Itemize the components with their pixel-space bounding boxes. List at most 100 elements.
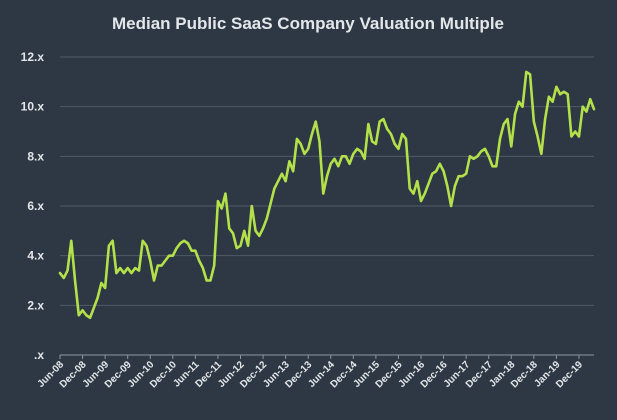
data-point (360, 150, 362, 152)
data-point (190, 250, 192, 252)
data-point (273, 187, 275, 189)
data-point (405, 138, 407, 140)
data-point (593, 108, 595, 110)
data-point (476, 155, 478, 157)
data-point (563, 91, 565, 93)
data-point (378, 120, 380, 122)
data-point (345, 155, 347, 157)
y-tick-label: 10.x (21, 100, 45, 114)
data-point (205, 279, 207, 281)
data-point (465, 173, 467, 175)
data-point (142, 240, 144, 242)
data-point (281, 173, 283, 175)
data-point (439, 163, 441, 165)
data-point (217, 200, 219, 202)
data-point (397, 148, 399, 150)
data-point (427, 182, 429, 184)
data-point (431, 173, 433, 175)
data-point (412, 192, 414, 194)
data-point (311, 133, 313, 135)
y-tick-label: 8.x (27, 149, 44, 163)
data-point (337, 165, 339, 167)
data-point (386, 128, 388, 130)
data-point (491, 165, 493, 167)
data-point (63, 277, 65, 279)
data-point (315, 120, 317, 122)
data-point (495, 165, 497, 167)
y-axis: .x 2.x 4.x 6.x 8.x 10.x 12.x (21, 50, 45, 362)
data-point (251, 205, 253, 207)
data-point (175, 247, 177, 249)
data-point (299, 143, 301, 145)
data-point (363, 158, 365, 160)
data-point (510, 145, 512, 147)
data-point (506, 118, 508, 120)
data-point (529, 73, 531, 75)
data-point (93, 307, 95, 309)
data-point (123, 272, 125, 274)
data-point (409, 187, 411, 189)
data-point (578, 135, 580, 137)
data-point (521, 105, 523, 107)
data-point (442, 170, 444, 172)
data-point (570, 135, 572, 137)
data-point (164, 259, 166, 261)
data-point (518, 101, 520, 103)
data-point (134, 267, 136, 269)
data-point (356, 148, 358, 150)
data-point (130, 272, 132, 274)
y-tick-label: 12.x (21, 50, 45, 64)
chart-title: Median Public SaaS Company Valuation Mul… (112, 14, 504, 33)
data-point (262, 227, 264, 229)
data-point (303, 153, 305, 155)
data-point (480, 150, 482, 152)
data-point (401, 133, 403, 135)
data-point (78, 314, 80, 316)
grid-layer (60, 56, 594, 356)
data-point (499, 138, 501, 140)
data-point (551, 101, 553, 103)
data-point (119, 267, 121, 269)
data-point (488, 155, 490, 157)
data-point (393, 143, 395, 145)
data-point (198, 259, 200, 261)
data-point (66, 269, 68, 271)
data-point (74, 279, 76, 281)
data-point (183, 240, 185, 242)
data-point (503, 123, 505, 125)
data-point (115, 272, 117, 274)
data-point (111, 240, 113, 242)
data-point (145, 245, 147, 247)
data-point (333, 158, 335, 160)
data-point (194, 250, 196, 252)
data-point (89, 317, 91, 319)
data-point (179, 242, 181, 244)
data-point (469, 155, 471, 157)
data-point (157, 264, 159, 266)
data-point (390, 133, 392, 135)
data-point (284, 180, 286, 182)
data-point (228, 227, 230, 229)
data-point (318, 140, 320, 142)
data-point (168, 254, 170, 256)
data-point (566, 93, 568, 95)
data-point (254, 230, 256, 232)
x-axis: Jun-08Dec-08Jun-09Dec-09Jun-10Dec-10Jun-… (36, 355, 585, 390)
data-point (149, 259, 151, 261)
data-point (258, 235, 260, 237)
data-point (525, 71, 527, 73)
data-point (420, 200, 422, 202)
data-point (341, 155, 343, 157)
data-point (461, 175, 463, 177)
data-point (454, 185, 456, 187)
data-point (172, 254, 174, 256)
data-point (330, 163, 332, 165)
y-tick-label: 4.x (27, 249, 44, 263)
data-point (292, 170, 294, 172)
data-point (326, 175, 328, 177)
series-layer (58, 70, 596, 320)
data-point (367, 123, 369, 125)
data-point (296, 138, 298, 140)
data-point (153, 279, 155, 281)
